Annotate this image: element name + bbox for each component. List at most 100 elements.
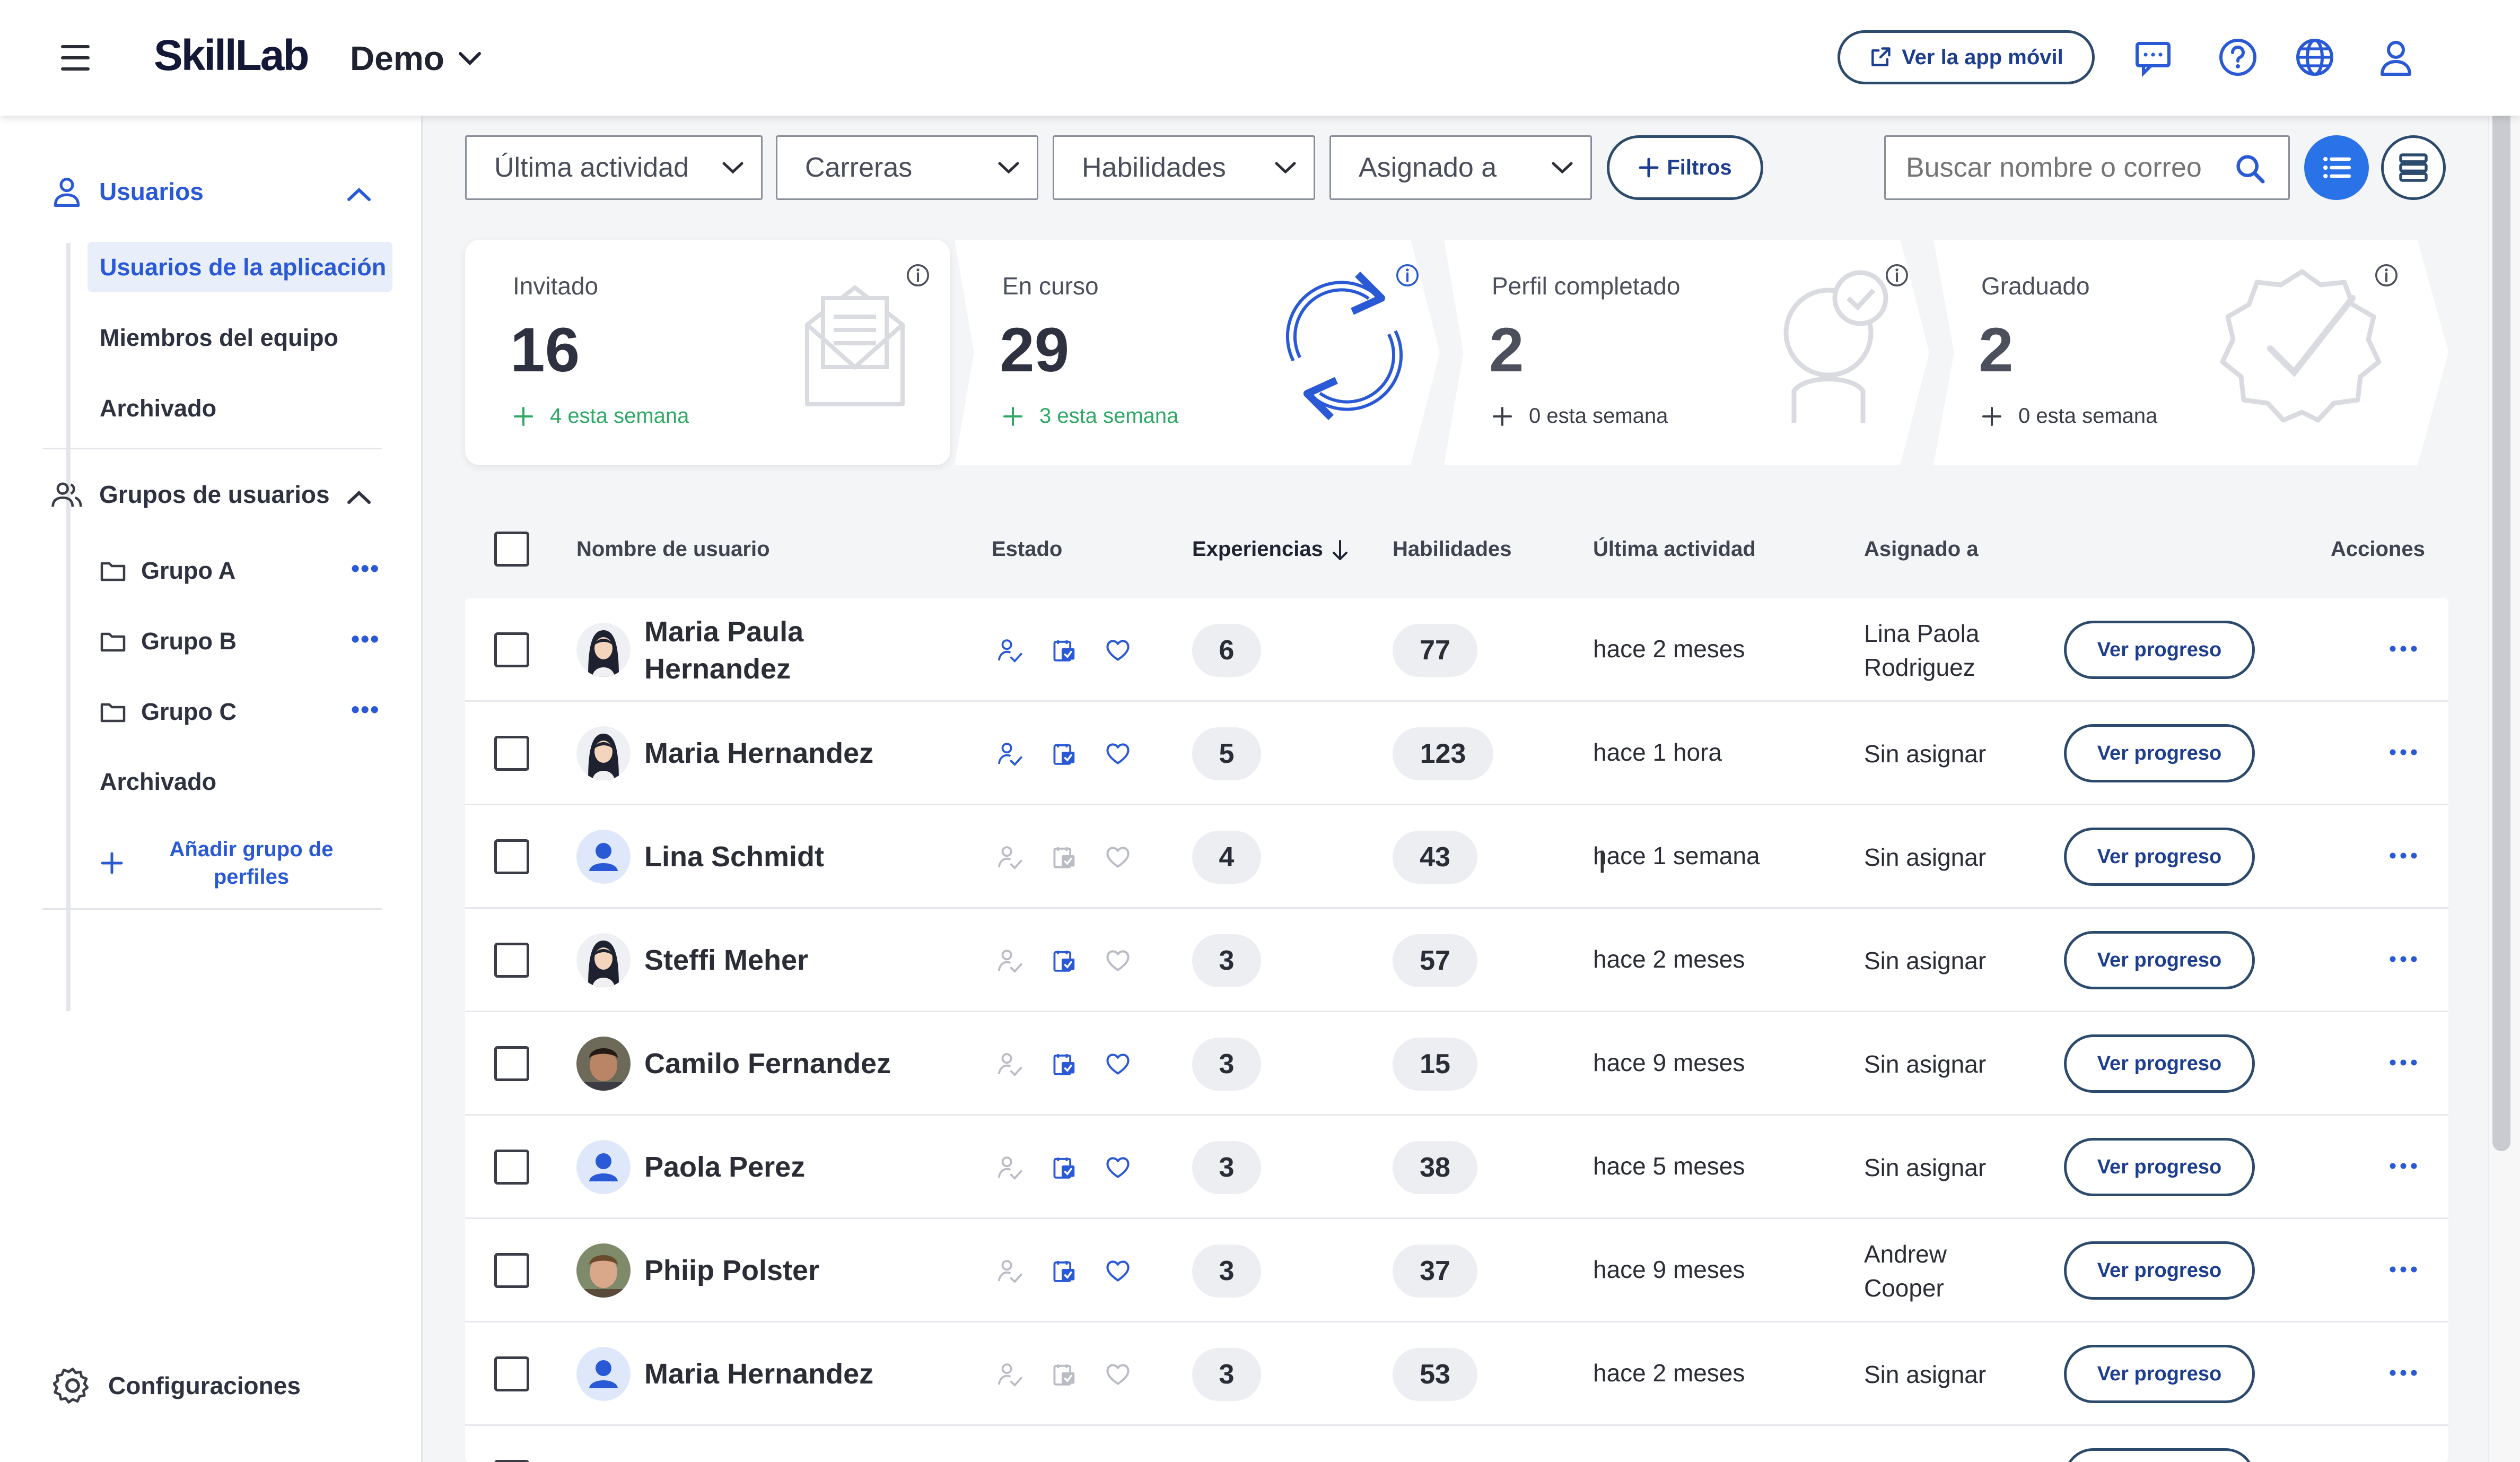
row-checkbox[interactable] — [494, 1253, 529, 1288]
table-row[interactable]: Maria Hernandez 3 53 hace 2 meses Sin asigna… — [465, 1322, 2448, 1426]
list-view-button[interactable] — [2304, 135, 2369, 200]
mobile-app-button[interactable]: Ver la app móvil — [1838, 30, 2095, 84]
settings-link[interactable]: Configuraciones — [53, 1366, 301, 1405]
user-name[interactable]: Maria Hernandez — [644, 737, 874, 769]
table-row[interactable]: Phiip Polster 3 37 hace 9 meses Andrew Coope… — [465, 1219, 2448, 1322]
view-progress-button[interactable]: Ver progreso — [2064, 1034, 2255, 1093]
info-icon[interactable] — [1395, 263, 1420, 288]
more-options-icon[interactable] — [2387, 837, 2419, 874]
view-progress-button[interactable]: Ver progreso — [2064, 1241, 2255, 1300]
table-row[interactable]: Maria Hernandez 5 123 hace 1 hora Sin asigna… — [465, 702, 2448, 805]
more-options-icon[interactable] — [2387, 630, 2419, 667]
filter-last-activity[interactable]: Última actividad — [465, 135, 763, 200]
col-skills[interactable]: Habilidades — [1393, 537, 1512, 561]
stat-card-in-progress[interactable]: En curso 29 3 esta semana — [955, 240, 1440, 465]
group-item-b[interactable]: Grupo B — [100, 628, 237, 655]
sync-icon — [1285, 272, 1403, 420]
table-row[interactable]: Lina Schmidt 4 43 hace 1 semana Sin asignar V… — [465, 805, 2448, 909]
search-input[interactable] — [1906, 149, 2224, 187]
stat-card-invited[interactable]: Invitado 16 4 esta semana — [465, 240, 950, 465]
search-icon[interactable] — [2233, 152, 2267, 186]
sidebar-item-groups-archived[interactable]: Archivado — [100, 768, 217, 795]
user-name[interactable]: Paola Perez — [644, 1151, 806, 1183]
sidebar-item-app-users[interactable]: Usuarios de la aplicación — [100, 254, 387, 281]
info-icon[interactable] — [1884, 263, 1910, 288]
info-icon[interactable] — [905, 263, 931, 288]
col-last-activity[interactable]: Última actividad — [1593, 537, 1756, 561]
col-assigned[interactable]: Asignado a — [1864, 537, 1979, 561]
sidebar-item-archived[interactable]: Archivado — [100, 395, 217, 422]
sort-arrow-down-icon[interactable] — [1329, 539, 1351, 562]
view-progress-button[interactable]: Ver progreso — [2064, 621, 2255, 679]
row-checkbox[interactable] — [494, 1460, 529, 1462]
chevron-up-icon[interactable] — [346, 489, 372, 506]
sidebar-item-team-members[interactable]: Miembros del equipo — [100, 324, 339, 351]
skills-count: 43 — [1393, 831, 1477, 884]
more-options-icon[interactable]: ••• — [351, 554, 380, 582]
table-row[interactable]: Paola Perez 3 38 hace 5 meses Sin asignar Ver… — [465, 1116, 2448, 1219]
row-checkbox[interactable] — [494, 736, 529, 771]
globe-icon[interactable] — [2294, 36, 2336, 79]
filter-assigned[interactable]: Asignado a — [1329, 135, 1592, 200]
scrollbar-thumb[interactable] — [2492, 101, 2510, 1151]
more-options-icon[interactable] — [2387, 941, 2419, 978]
experiences-count: 3 — [1192, 934, 1261, 987]
more-options-icon[interactable] — [2387, 1251, 2419, 1288]
filter-label: Última actividad — [494, 152, 689, 183]
group-item-c[interactable]: Grupo C — [100, 698, 237, 726]
view-progress-button[interactable]: Ver progreso — [2064, 724, 2255, 782]
col-name[interactable]: Nombre de usuario — [576, 537, 770, 561]
more-options-icon[interactable] — [2387, 1044, 2419, 1081]
user-name[interactable]: Maria Hernandez — [644, 1358, 874, 1390]
info-icon[interactable] — [2374, 263, 2399, 288]
user-name[interactable]: Camilo Fernandez — [644, 1048, 891, 1080]
more-options-icon[interactable]: ••• — [351, 625, 380, 652]
table-body: Maria Paula Hernandez 6 77 hace 2 meses Lina… — [465, 598, 2448, 1462]
row-checkbox[interactable] — [494, 1356, 529, 1391]
view-progress-button[interactable]: Ver progreso — [2064, 931, 2255, 989]
user-name[interactable]: Steffi Meher — [644, 944, 809, 976]
more-options-icon[interactable] — [2387, 734, 2419, 771]
table-row[interactable]: Ver progreso — [465, 1426, 2448, 1462]
row-checkbox[interactable] — [494, 839, 529, 874]
sidebar-section-users[interactable]: Usuarios — [50, 175, 204, 208]
select-all-checkbox[interactable] — [494, 532, 529, 567]
user-icon[interactable] — [2375, 36, 2417, 79]
view-progress-button[interactable]: Ver progreso — [2064, 1345, 2255, 1403]
group-item-a[interactable]: Grupo A — [100, 557, 235, 585]
filter-careers[interactable]: Carreras — [776, 135, 1038, 200]
menu-icon[interactable] — [61, 45, 93, 71]
table-row[interactable]: Maria Paula Hernandez 6 77 hace 2 meses Lina… — [465, 598, 2448, 702]
row-checkbox[interactable] — [494, 943, 529, 978]
stat-card-graduated[interactable]: Graduado 2 0 esta semana — [1933, 240, 2448, 465]
row-checkbox[interactable] — [494, 632, 529, 667]
chevron-up-icon[interactable] — [346, 186, 372, 203]
card-view-button[interactable] — [2381, 135, 2446, 200]
more-filters-button[interactable]: Filtros — [1607, 135, 1763, 200]
stat-value: 16 — [510, 315, 580, 385]
table-row[interactable]: Camilo Fernandez 3 15 hace 9 meses Sin asign… — [465, 1012, 2448, 1116]
row-checkbox[interactable] — [494, 1046, 529, 1081]
more-options-icon[interactable] — [2387, 1354, 2419, 1391]
org-selector[interactable]: Demo — [350, 37, 482, 80]
chat-icon[interactable] — [2132, 36, 2174, 79]
view-progress-button[interactable]: Ver progreso — [2064, 1448, 2255, 1462]
sidebar-section-groups[interactable]: Grupos de usuarios — [50, 478, 330, 511]
col-experiences[interactable]: Experiencias — [1192, 537, 1323, 561]
view-progress-button[interactable]: Ver progreso — [2064, 1138, 2255, 1196]
col-status[interactable]: Estado — [992, 537, 1063, 561]
logo[interactable]: SkillLab — [154, 31, 309, 80]
more-options-icon[interactable]: ••• — [351, 695, 380, 723]
user-name[interactable]: Maria Paula Hernandez — [644, 616, 804, 685]
row-checkbox[interactable] — [494, 1150, 529, 1185]
view-progress-button[interactable]: Ver progreso — [2064, 828, 2255, 886]
stat-card-profile-completed[interactable]: Perfil completado 2 0 esta semana — [1444, 240, 1929, 465]
table-row[interactable]: Steffi Meher 3 57 hace 2 meses Sin asignar Ve… — [465, 909, 2448, 1012]
user-name[interactable]: Phiip Polster — [644, 1255, 820, 1286]
more-options-icon[interactable] — [2387, 1147, 2419, 1185]
user-name[interactable]: Lina Schmidt — [644, 841, 825, 873]
stat-week: 3 esta semana — [1002, 404, 1178, 428]
help-icon[interactable] — [2217, 36, 2259, 79]
add-group-button[interactable]: Añadir grupo de perfiles — [100, 836, 352, 891]
filter-skills[interactable]: Habilidades — [1053, 135, 1315, 200]
